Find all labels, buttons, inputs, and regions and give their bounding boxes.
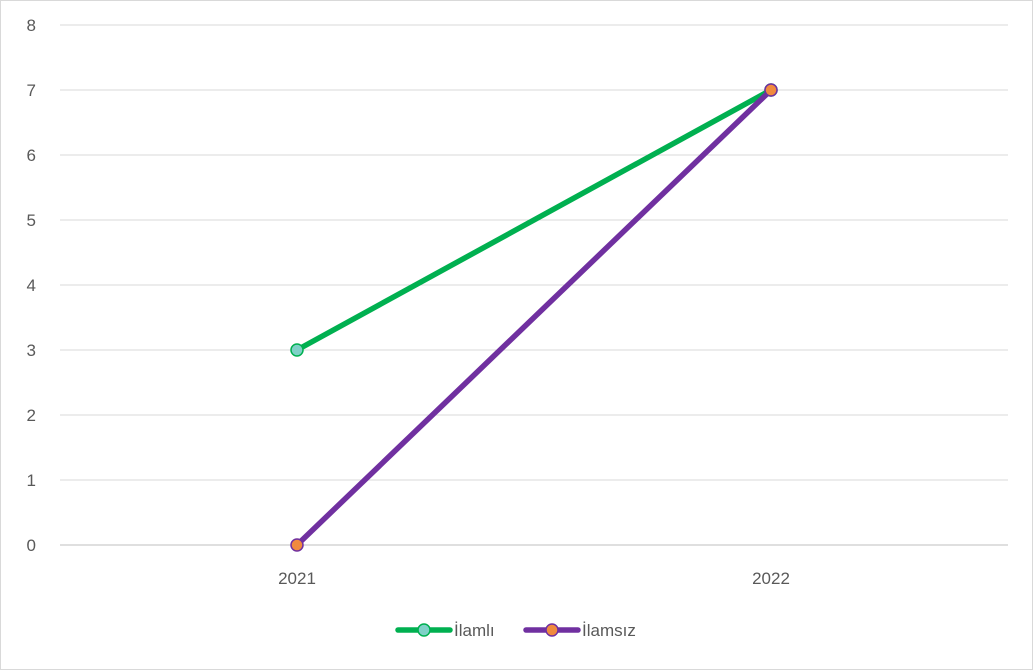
series-line-2 xyxy=(294,87,774,548)
y-axis-tick-labels: 0 1 2 3 4 5 6 7 8 xyxy=(27,16,36,555)
y-tick-label-1: 1 xyxy=(27,471,36,490)
legend: İlamlı İlamsız xyxy=(395,621,636,640)
legend-swatch-marker-2 xyxy=(545,623,559,637)
y-tick-label-0: 0 xyxy=(27,536,36,555)
y-tick-label-7: 7 xyxy=(27,81,36,100)
y-tick-label-3: 3 xyxy=(27,341,36,360)
x-axis-tick-labels: 2021 2022 xyxy=(278,569,790,588)
y-tick-label-5: 5 xyxy=(27,211,36,230)
series-2-point-2021 xyxy=(290,538,304,552)
y-tick-label-6: 6 xyxy=(27,146,36,165)
series-1-point-2021 xyxy=(290,343,304,357)
x-tick-label-2022: 2022 xyxy=(752,569,790,588)
y-tick-label-2: 2 xyxy=(27,406,36,425)
legend-swatch-marker-1 xyxy=(417,623,431,637)
legend-label-1: İlamlı xyxy=(454,621,495,640)
series-2-point-2022 xyxy=(764,83,778,97)
x-tick-label-2021: 2021 xyxy=(278,569,316,588)
gridlines xyxy=(60,24,1008,481)
legend-label-2: İlamsız xyxy=(582,621,636,640)
series-line-1 xyxy=(294,87,774,353)
y-tick-label-8: 8 xyxy=(27,16,36,35)
y-tick-label-4: 4 xyxy=(27,276,36,295)
series-group xyxy=(290,83,778,552)
